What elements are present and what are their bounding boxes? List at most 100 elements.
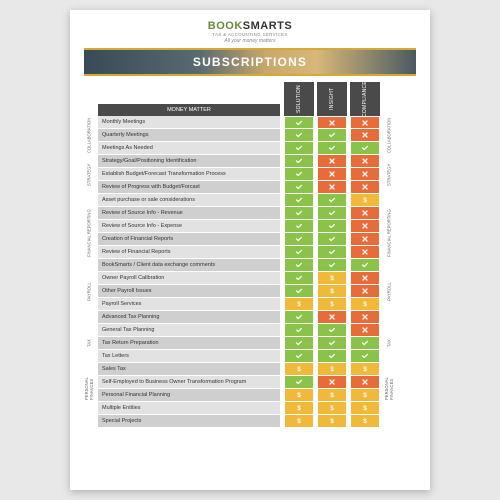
plan-cell-yes [284,194,314,207]
plan-cell-dollar [284,363,314,376]
plan-cell-dollar [350,415,380,428]
logo-main: BOOKSMARTS [84,20,416,32]
plan-cell-no [350,311,380,324]
feature-row: Meetings As Needed [98,142,280,155]
category-label: PERSONAL FINANCES [384,376,394,402]
plan-cell-dollar [317,402,347,415]
plan-cell-yes [284,376,314,389]
feature-column: MONEY MATTER Monthly MeetingsQuarterly M… [98,82,280,428]
plan-cell-yes [284,272,314,285]
feature-row: Review of Progress with Budget/Forcast [98,181,280,194]
feature-row: General Tax Planning [98,324,280,337]
category-label: PAYROLL [84,272,94,311]
plan-cell-yes [284,259,314,272]
plan-cell-no [350,246,380,259]
plan-cell-yes [350,142,380,155]
feature-row: BookSmarts / Client data exchange commen… [98,259,280,272]
plan-columns: SOLUTIONINSIGHTCOMPLIANCE [284,82,380,428]
category-label: STRATEGY [384,155,394,194]
banner: SUBSCRIPTIONS [84,48,416,76]
plan-cell-no [350,129,380,142]
feature-row: Quarterly Meetings [98,129,280,142]
logo-tagline: All your money matters [84,38,416,44]
plan-cell-yes [284,324,314,337]
plan-cell-yes [284,311,314,324]
plan-cell-no [350,181,380,194]
feature-rows: Monthly MeetingsQuarterly MeetingsMeetin… [98,116,280,428]
plan-cell-yes [284,155,314,168]
plan-cell-yes [317,324,347,337]
category-label: FINANCIAL REPORTING [84,194,94,272]
plan-cell-no [317,116,347,129]
plan-cell-yes [317,220,347,233]
category-label: TAX [84,311,94,376]
feature-row: Strategy/Goal/Positioning Identification [98,155,280,168]
plan-cell-dollar [350,402,380,415]
feature-row: Review of Source Info - Revenue [98,207,280,220]
plan-cell-no [350,233,380,246]
plan-cell-dollar [317,272,347,285]
plan-cell-yes [317,194,347,207]
plan-cell-dollar [317,415,347,428]
feature-row: Other Payroll Issues [98,285,280,298]
plan-cell-yes [350,259,380,272]
plan-cell-yes [284,233,314,246]
banner-title: SUBSCRIPTIONS [193,55,307,69]
plan-cell-yes [317,142,347,155]
feature-row: Multiple Entities [98,402,280,415]
feature-row: Review of Source Info - Expense [98,220,280,233]
page: BOOKSMARTS TAX & ACCOUNTING SERVICES All… [70,10,430,490]
feature-row: Establish Budget/Forecast Transformation… [98,168,280,181]
plan-cell-yes [317,129,347,142]
category-label: PAYROLL [384,272,394,311]
plan-cell-yes [317,207,347,220]
plan-cell-no [350,116,380,129]
feature-row: Self-Employed to Business Owner Transfor… [98,376,280,389]
logo: BOOKSMARTS TAX & ACCOUNTING SERVICES All… [84,20,416,44]
logo-smarts: SMARTS [243,20,292,32]
feature-row: Special Projects [98,415,280,428]
plan-cell-dollar [317,298,347,311]
category-label: STRATEGY [84,155,94,194]
plan-cell-no [350,168,380,181]
plan-cell-yes [350,350,380,363]
plan-cell-dollar [350,389,380,402]
plan-cell-no [317,168,347,181]
plan-column: COMPLIANCE [350,82,380,428]
plan-cell-no [350,155,380,168]
feature-row: Review of Financial Reports [98,246,280,259]
feature-row: Asset purchase or sale considerations [98,194,280,207]
plan-header: SOLUTION [284,82,314,116]
plan-cell-no [317,376,347,389]
feature-row: Advanced Tax Planning [98,311,280,324]
category-label: PERSONAL FINANCES [84,376,94,402]
feature-row: Sales Tax [98,363,280,376]
plan-cell-dollar [284,298,314,311]
category-label: COLLABORATION [84,116,94,155]
plan-cell-no [317,311,347,324]
logo-subtitle: TAX & ACCOUNTING SERVICES [84,32,416,37]
category-label: TAX [384,311,394,376]
category-labels-right: COLLABORATIONSTRATEGYFINANCIAL REPORTING… [384,82,394,428]
plan-cell-no [350,207,380,220]
plan-cell-yes [284,129,314,142]
comparison-table: COLLABORATIONSTRATEGYFINANCIAL REPORTING… [84,82,416,428]
plan-header: COMPLIANCE [350,82,380,116]
feature-row: Creation of Financial Reports [98,233,280,246]
plan-cell-yes [317,259,347,272]
plan-cell-yes [284,168,314,181]
plan-cell-dollar [284,402,314,415]
feature-row: Tax Return Preparation [98,337,280,350]
plan-cell-yes [284,285,314,298]
plan-cell-dollar [350,298,380,311]
plan-cell-yes [284,220,314,233]
plan-cell-dollar [350,363,380,376]
plan-cell-yes [317,233,347,246]
plan-cell-no [350,324,380,337]
plan-column: SOLUTION [284,82,314,428]
plan-cell-no [350,272,380,285]
plan-cell-yes [284,350,314,363]
feature-row: Tax Letters [98,350,280,363]
plan-cell-yes [350,337,380,350]
plan-header: INSIGHT [317,82,347,116]
